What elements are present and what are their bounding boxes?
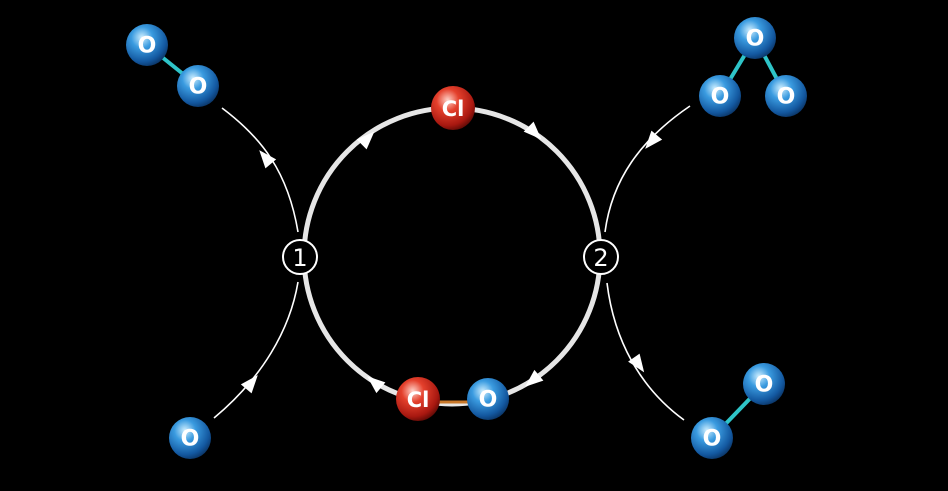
molecule-chlorine-monoxide: Cl O: [396, 377, 509, 421]
chlorine-atom: Cl: [396, 377, 440, 421]
step-marker-1: 1: [282, 239, 318, 275]
svg-text:O: O: [138, 34, 157, 59]
molecule-oxygen-product-left: O O: [126, 24, 219, 107]
ring-arrow-top-left: [356, 131, 375, 150]
chlorine-atom-cycle: Cl: [431, 86, 475, 130]
step-label-1: 1: [292, 244, 307, 272]
svg-text:O: O: [703, 427, 722, 452]
svg-text:O: O: [711, 85, 730, 110]
path-arrow-left-out: [259, 150, 277, 169]
oxygen-atom: O: [126, 24, 168, 66]
svg-text:O: O: [755, 373, 774, 398]
ring-arrow-top-right: [523, 121, 542, 140]
cycle-ring: [301, 105, 603, 407]
oxygen-atom: O: [743, 363, 785, 405]
oxygen-atom: O: [734, 17, 776, 59]
path-right-in: [604, 105, 691, 233]
oxygen-atom: O: [765, 75, 807, 117]
step-marker-2: 2: [583, 239, 619, 275]
svg-text:O: O: [479, 388, 498, 413]
path-arrow-right-in: [645, 130, 663, 149]
oxygen-atom: O: [467, 378, 509, 420]
molecule-oxygen-product-right: O O: [691, 363, 785, 459]
step-label-2: 2: [593, 244, 608, 272]
path-arrow-left-in: [240, 375, 258, 394]
path-right-out: [606, 282, 685, 421]
ring-arrow-bottom-left: [367, 376, 386, 394]
oxygen-atom: O: [691, 417, 733, 459]
oxygen-atom-input: O: [169, 417, 211, 459]
svg-text:O: O: [777, 85, 796, 110]
ring-arrow-bottom-right: [525, 369, 544, 387]
svg-text:Cl: Cl: [442, 97, 465, 121]
path-left-in: [213, 281, 299, 419]
oxygen-atom: O: [177, 65, 219, 107]
molecule-ozone: O O O: [699, 17, 807, 117]
path-left-out: [221, 107, 299, 233]
svg-text:Cl: Cl: [407, 388, 430, 412]
oxygen-atom: O: [699, 75, 741, 117]
svg-text:O: O: [181, 427, 200, 452]
svg-text:O: O: [189, 75, 208, 100]
svg-text:O: O: [746, 27, 765, 52]
path-arrow-right-out: [628, 353, 645, 373]
